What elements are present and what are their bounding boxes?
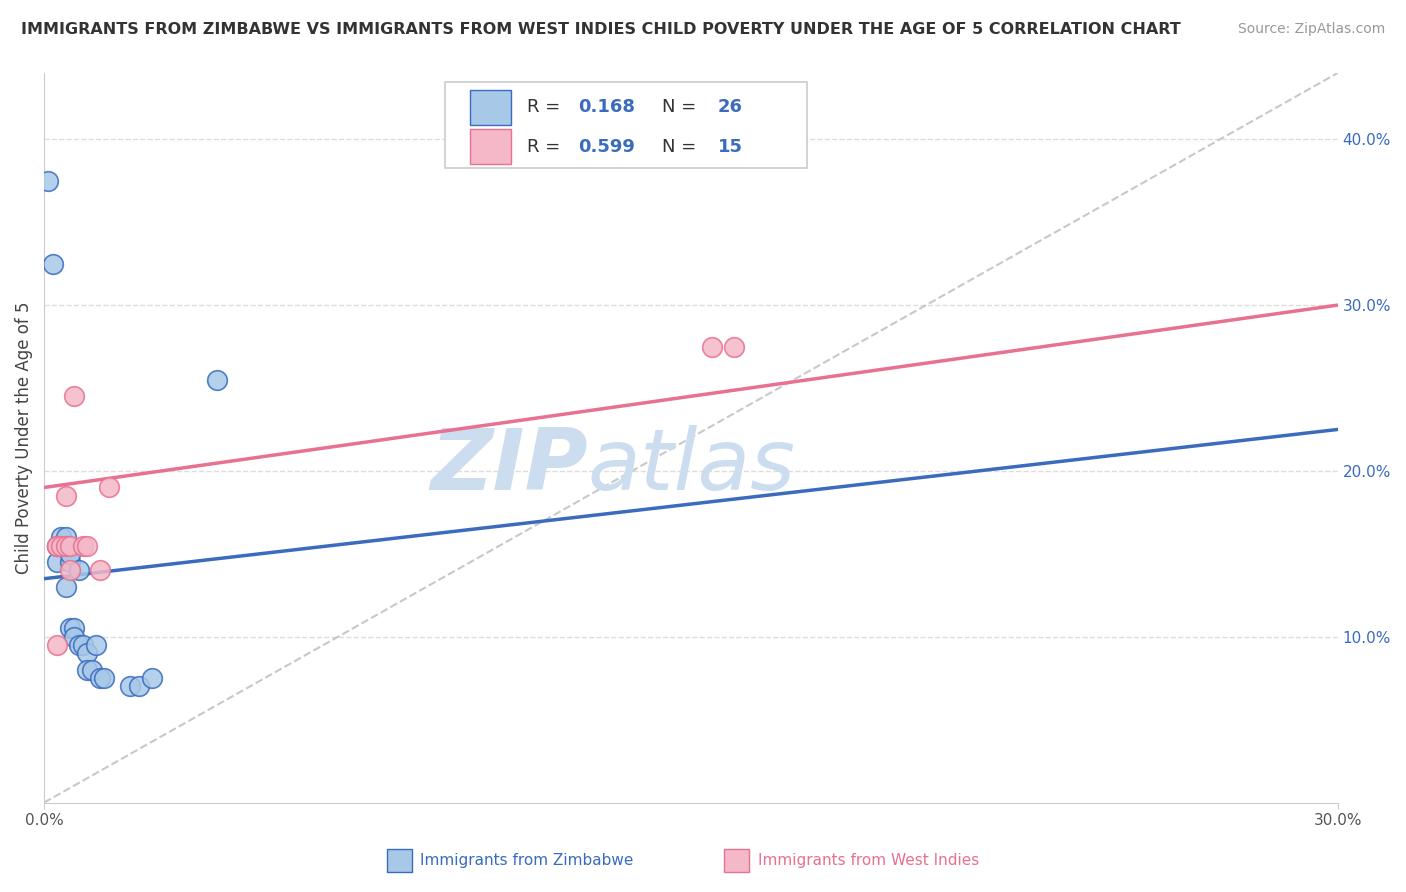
Point [59, 622, 82, 636]
FancyBboxPatch shape [446, 82, 807, 168]
Point [37, 174, 59, 188]
Point [205, 373, 228, 387]
Point [72, 539, 94, 553]
Point [120, 680, 142, 694]
Bar [470, 90, 510, 125]
Text: N =: N = [662, 138, 703, 156]
Point [84, 638, 107, 652]
Point [51, 530, 73, 544]
Text: atlas: atlas [588, 425, 796, 508]
Point [72, 638, 94, 652]
Point [76, 646, 98, 660]
Point [93, 671, 115, 685]
Point [51, 539, 73, 553]
Text: IMMIGRANTS FROM ZIMBABWE VS IMMIGRANTS FROM WEST INDIES CHILD POVERTY UNDER THE : IMMIGRANTS FROM ZIMBABWE VS IMMIGRANTS F… [21, 22, 1181, 37]
Point [46, 555, 69, 569]
Bar [387, 849, 412, 872]
Point [76, 663, 98, 677]
Point [55, 539, 77, 553]
Point [702, 340, 724, 354]
Point [59, 555, 82, 569]
Point [128, 680, 150, 694]
Point [46, 539, 69, 553]
Text: 15: 15 [718, 138, 742, 156]
Text: R =: R = [527, 138, 565, 156]
Bar [724, 849, 749, 872]
Text: ZIP: ZIP [430, 425, 588, 508]
Bar [470, 129, 510, 164]
Text: Immigrants from West Indies: Immigrants from West Indies [758, 854, 979, 868]
Point [55, 530, 77, 544]
Point [89, 563, 111, 577]
Text: Source: ZipAtlas.com: Source: ZipAtlas.com [1237, 22, 1385, 37]
Point [55, 489, 77, 503]
Point [46, 539, 69, 553]
Text: R =: R = [527, 98, 565, 117]
Y-axis label: Child Poverty Under the Age of 5: Child Poverty Under the Age of 5 [15, 301, 32, 574]
Point [46, 638, 69, 652]
Point [63, 630, 86, 644]
Point [46, 539, 69, 553]
Point [59, 547, 82, 561]
Point [97, 481, 120, 495]
Point [63, 622, 86, 636]
Point [55, 580, 77, 594]
Point [59, 563, 82, 577]
Text: 26: 26 [718, 98, 742, 117]
Text: Immigrants from Zimbabwe: Immigrants from Zimbabwe [420, 854, 634, 868]
Point [63, 389, 86, 403]
Text: 0.599: 0.599 [578, 138, 636, 156]
Point [59, 539, 82, 553]
Point [51, 539, 73, 553]
Point [67, 638, 90, 652]
Point [141, 671, 163, 685]
Point [67, 563, 90, 577]
Text: N =: N = [662, 98, 703, 117]
Point [42, 257, 65, 271]
Text: 0.168: 0.168 [578, 98, 636, 117]
Point [80, 663, 103, 677]
Point [89, 671, 111, 685]
Point [76, 539, 98, 553]
Point [723, 340, 745, 354]
